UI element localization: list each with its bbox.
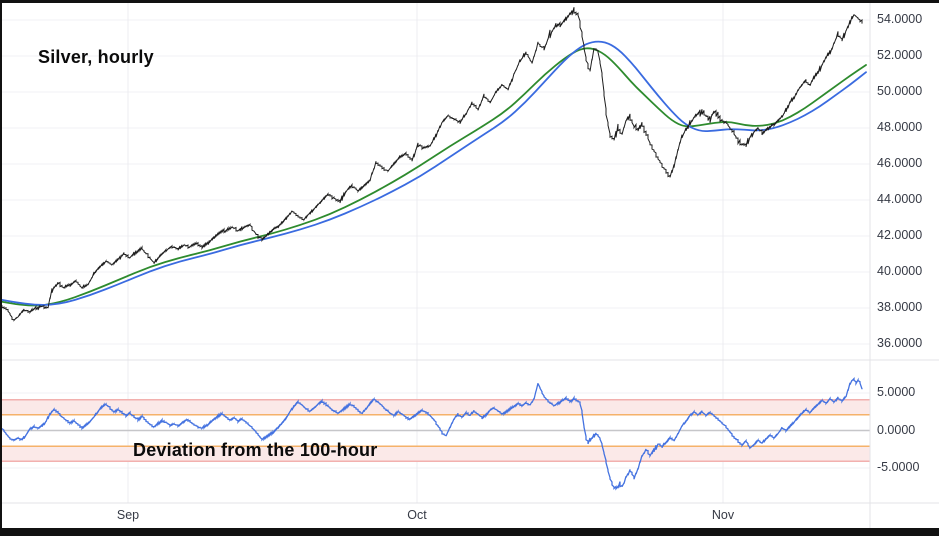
frame-top [0, 0, 939, 3]
price-tick-label: 50.0000 [877, 84, 923, 98]
price-tick-label: 44.0000 [877, 192, 923, 206]
deviation-label: Deviation from the 100-hour [133, 440, 378, 460]
month-label: Nov [711, 508, 735, 522]
price-tick-label: 36.0000 [877, 336, 923, 350]
deviation-pane[interactable] [2, 360, 870, 503]
price-tick-label: 42.0000 [877, 228, 923, 242]
deviation-tick-label: 5.0000 [877, 385, 916, 399]
deviation-series-line [1, 376, 863, 491]
ma-slow-blue-line [1, 40, 867, 306]
price-tick-label: 52.0000 [877, 48, 923, 62]
frame-left [0, 0, 2, 529]
price-tick-label: 38.0000 [877, 300, 923, 314]
deviation-tick-label: 0.0000 [877, 422, 916, 437]
price-tick-label: 48.0000 [877, 120, 923, 134]
price-tick-label: 54.0000 [877, 12, 923, 26]
chart-title: Silver, hourly [38, 47, 154, 67]
month-label: Sep [116, 508, 140, 522]
frame-bottom [0, 528, 939, 536]
month-label: Oct [407, 508, 427, 522]
price-series-line [1, 7, 863, 322]
price-tick-label: 40.0000 [877, 264, 923, 278]
deviation-tick-label: -5.0000 [877, 460, 920, 474]
price-tick-label: 46.0000 [877, 156, 923, 170]
deviation-band [2, 399, 870, 415]
